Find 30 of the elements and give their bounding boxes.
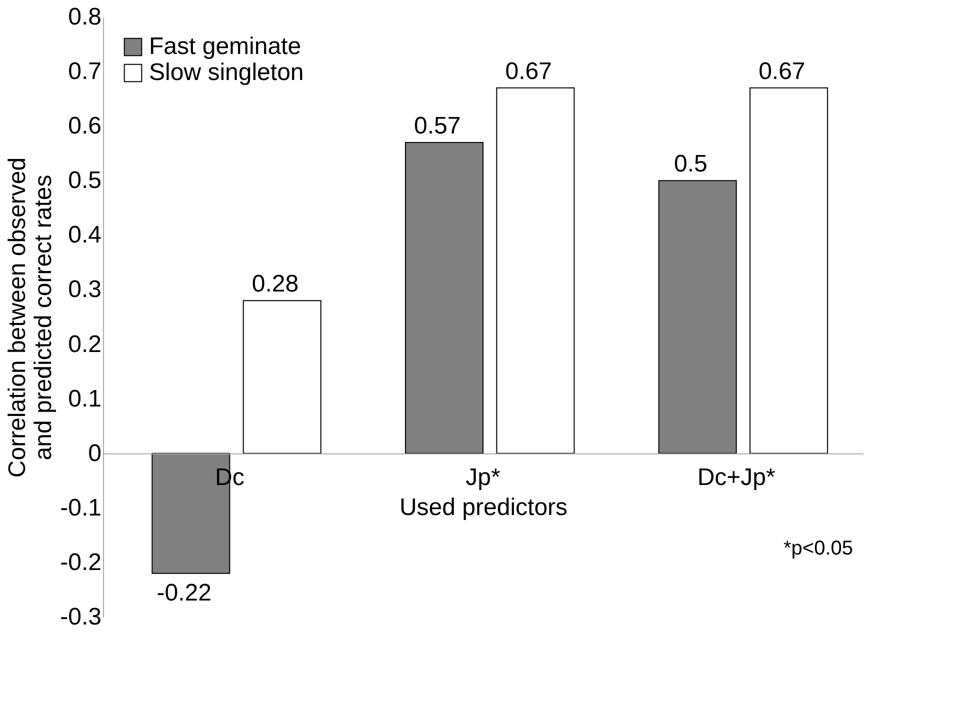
y-tick-label: 0.3 xyxy=(68,276,102,304)
bar xyxy=(242,300,322,454)
y-tick-label: -0.2 xyxy=(60,548,102,576)
bar xyxy=(496,87,575,454)
y-tick-label: 0.4 xyxy=(68,222,102,249)
y-tick-label: 0.1 xyxy=(68,385,102,412)
bar xyxy=(658,180,737,454)
y-tick-label: 0.7 xyxy=(68,58,102,86)
data-label: -0.22 xyxy=(156,579,212,606)
y-axis-title: Correlation between observed and predicted correct rates xyxy=(4,157,58,478)
data-label: 0.67 xyxy=(758,58,806,85)
data-label: 0.28 xyxy=(252,270,299,298)
x-tick-label: Dc+Jp* xyxy=(697,464,776,491)
data-label: 0.5 xyxy=(674,150,708,178)
annotation: *p<0.05 xyxy=(783,537,853,560)
y-tick-label: 0.8 xyxy=(68,4,102,30)
y-tick-label: 0.2 xyxy=(68,330,102,358)
y-tick-label: 0.5 xyxy=(68,167,102,194)
data-label: 0.57 xyxy=(414,112,461,140)
bar xyxy=(750,87,828,454)
y-tick-label: -0.3 xyxy=(60,604,102,630)
legend-label: Slow singleton xyxy=(149,59,304,86)
bar xyxy=(404,142,484,454)
x-axis-title: Used predictors xyxy=(399,494,568,521)
y-tick-label: -0.1 xyxy=(60,494,102,522)
data-label: 0.67 xyxy=(505,58,552,85)
legend-label: Fast geminate xyxy=(149,33,302,60)
y-tick-label: 0 xyxy=(88,440,102,467)
x-tick-label: Jp* xyxy=(466,464,500,491)
y-tick-label: 0.6 xyxy=(68,112,102,140)
